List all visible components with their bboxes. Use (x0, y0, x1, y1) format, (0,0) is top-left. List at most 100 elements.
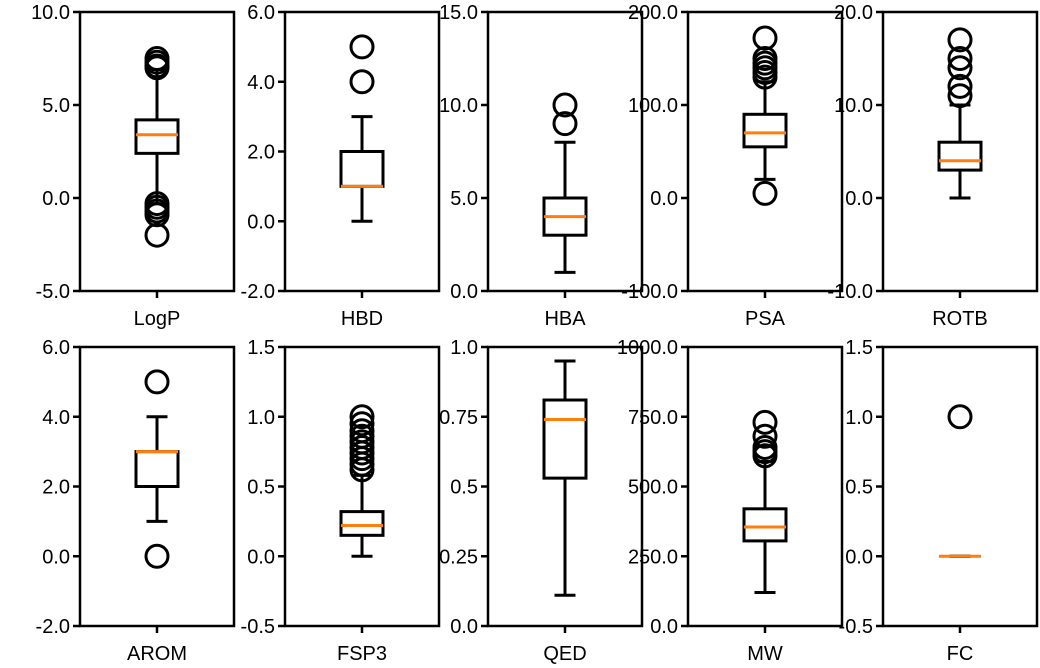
y-tick-label: -0.5 (839, 616, 873, 638)
flier-point (144, 543, 170, 569)
y-tick-label: 1000.0 (617, 337, 678, 359)
y-tick-label: -5.0 (36, 281, 70, 303)
y-tick-label: 200.0 (628, 2, 678, 24)
y-tick-label: -100.0 (621, 281, 678, 303)
y-tick-label: 1.0 (247, 407, 275, 429)
y-tick-label: 0.0 (845, 188, 873, 210)
flier-point (947, 404, 973, 430)
flier-point (752, 25, 778, 51)
y-tick-label: 0.5 (247, 477, 275, 499)
x-axis-label: ROTB (932, 308, 988, 330)
y-tick-label: -2.0 (241, 281, 275, 303)
flier-point (947, 83, 973, 109)
panel-rotb: -10.0 0.0 10.0 20.0 ROTB (827, 2, 1039, 330)
x-axis-label: AROM (127, 643, 187, 665)
flier-point (144, 202, 170, 228)
y-tick-label: 250.0 (628, 546, 678, 568)
flier-point (552, 111, 578, 137)
x-axis-label: HBA (544, 308, 586, 330)
y-tick-label: 6.0 (247, 2, 275, 24)
y-tick-label: 1.0 (450, 337, 478, 359)
x-axis-label: MW (747, 643, 783, 665)
y-tick-label: 0.0 (845, 546, 873, 568)
flier-point (144, 369, 170, 395)
panel-psa: -100.0 0.0 100.0 200.0 PSA (621, 2, 844, 330)
flier-point (349, 411, 375, 437)
flier-point (947, 27, 973, 53)
flier-point (552, 92, 578, 118)
x-axis-label: LogP (134, 308, 181, 330)
y-tick-label: 0.0 (247, 211, 275, 233)
iqr-box (339, 510, 385, 537)
y-tick-label: 15.0 (439, 2, 478, 24)
y-tick-label: 20.0 (834, 2, 873, 24)
axes-frame (881, 345, 1039, 628)
y-tick-label: -0.5 (241, 616, 275, 638)
y-tick-label: 2.0 (42, 477, 70, 499)
flier-point (349, 34, 375, 60)
y-tick-label: 5.0 (450, 188, 478, 210)
flier-point (349, 404, 375, 430)
y-tick-label: 2.0 (247, 142, 275, 164)
flier-point (349, 69, 375, 95)
y-tick-label: -10.0 (827, 281, 873, 303)
y-tick-label: 10.0 (834, 95, 873, 117)
flier-point (752, 423, 778, 449)
y-tick-label: 6.0 (42, 337, 70, 359)
y-tick-label: 1.5 (845, 337, 873, 359)
iqr-box (937, 140, 983, 172)
y-tick-label: 0.0 (247, 546, 275, 568)
y-tick-label: 4.0 (247, 72, 275, 94)
flier-point (144, 222, 170, 248)
flier-point (752, 180, 778, 206)
y-tick-label: 750.0 (628, 407, 678, 429)
panel-logp: -5.0 0.0 5.0 10.0 LogP (31, 2, 236, 330)
y-tick-label: 0.5 (845, 477, 873, 499)
y-tick-label: 10.0 (31, 2, 70, 24)
y-tick-label: 1.0 (845, 407, 873, 429)
x-axis-label: FC (947, 643, 974, 665)
iqr-box (542, 398, 588, 480)
x-axis-label: HBD (341, 308, 383, 330)
y-tick-label: 500.0 (628, 477, 678, 499)
y-tick-label: 0.0 (450, 616, 478, 638)
flier-point (947, 73, 973, 99)
axes-frame (881, 10, 1039, 293)
iqr-box (742, 507, 788, 543)
y-tick-label: 1.5 (247, 337, 275, 359)
y-tick-label: 0.0 (450, 281, 478, 303)
y-tick-label: 0.0 (42, 546, 70, 568)
x-axis-label: PSA (745, 308, 786, 330)
panel-qed: 0.0 0.25 0.5 0.75 1.0 QED (439, 337, 644, 665)
iqr-box (339, 150, 385, 188)
flier-point (349, 418, 375, 444)
y-tick-label: 0.0 (650, 616, 678, 638)
iqr-box (742, 112, 788, 149)
flier-point (144, 55, 170, 81)
y-tick-label: 5.0 (42, 95, 70, 117)
y-tick-label: 0.5 (450, 477, 478, 499)
y-tick-label: 0.0 (650, 188, 678, 210)
panel-fc: -0.5 0.0 0.5 1.0 1.5 FC (839, 337, 1039, 665)
flier-point (752, 46, 778, 71)
panel-fsp3: -0.5 0.0 0.5 1.0 1.5 FSP3 (241, 337, 441, 665)
y-tick-label: 0.25 (439, 546, 478, 568)
x-axis-label: QED (543, 643, 586, 665)
iqr-box (134, 450, 180, 488)
panel-hba: 0.0 5.0 10.0 15.0 HBA (439, 2, 644, 330)
x-axis-label: FSP3 (337, 643, 387, 665)
y-tick-label: 0.0 (42, 188, 70, 210)
iqr-box (134, 118, 180, 155)
panel-hbd: -2.0 0.0 2.0 4.0 6.0 HBD (241, 2, 441, 330)
flier-point (752, 409, 778, 435)
panel-arom: -2.0 0.0 2.0 4.0 6.0 AROM (36, 337, 236, 665)
y-tick-label: 4.0 (42, 407, 70, 429)
y-tick-label: 100.0 (628, 95, 678, 117)
y-tick-label: -2.0 (36, 616, 70, 638)
flier-point (947, 46, 973, 71)
panel-mw: 0.0 250.0 500.0 750.0 1000.0 MW (617, 337, 844, 665)
y-tick-label: 0.75 (439, 407, 478, 429)
y-tick-label: 10.0 (439, 95, 478, 117)
flier-point (752, 434, 778, 460)
